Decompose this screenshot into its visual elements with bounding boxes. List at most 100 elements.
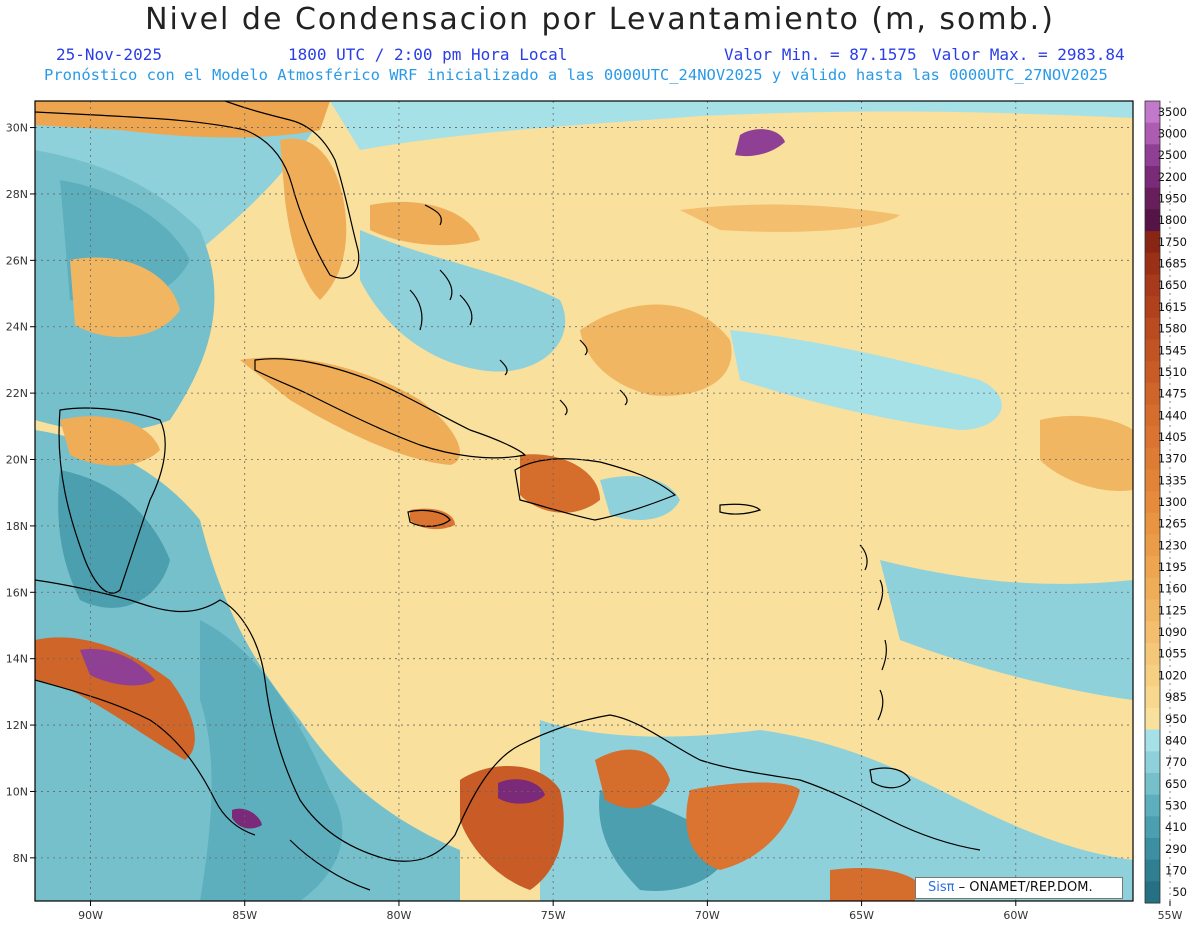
lat-label: 30N [6,122,28,135]
colorbar-label: 1545 [1158,343,1187,357]
colorbar-label: 1090 [1158,625,1187,639]
lat-label: 26N [6,254,28,267]
latitude-labels: 30N 28N 26N 24N 22N 20N 18N 16N 14N 12N 10N 8N [6,122,35,865]
colorbar-label: 985 [1165,690,1187,704]
colorbar-swatch [1145,361,1160,384]
colorbar-label: 530 [1165,798,1187,812]
lat-label: 22N [6,387,28,400]
lat-label: 24N [6,321,28,334]
colorbar-swatch [1145,274,1160,297]
colorbar-swatch [1145,859,1160,882]
colorbar-label: 1230 [1158,538,1187,552]
colorbar-label: 1020 [1158,668,1187,682]
colorbar-label: 2200 [1158,170,1187,184]
colorbar-label: 1750 [1158,235,1187,249]
colorbar-swatch [1145,447,1160,470]
colorbar-label: 170 [1165,863,1187,877]
colorbar-label: 1335 [1158,473,1187,487]
credit-org: – ONAMET/REP.DOM. [958,880,1093,895]
colorbar-label: 1615 [1158,300,1187,314]
colorbar-label: 3500 [1158,105,1187,119]
lon-label: 85W [232,909,257,922]
colorbar-swatch [1145,317,1160,340]
lon-label: 55W [1158,909,1183,922]
colorbar-swatch [1145,122,1160,145]
colorbar-label: 2500 [1158,148,1187,162]
colorbar-swatch [1145,512,1160,536]
colorbar-swatch [1145,837,1160,861]
colorbar-label: 50 [1172,885,1187,899]
lcl-field [35,101,1133,901]
colorbar-swatch [1145,296,1160,319]
colorbar-swatch [1145,816,1160,839]
colorbar-swatch [1145,707,1160,731]
colorbar-swatch [1145,534,1160,557]
colorbar-swatch [1145,751,1160,774]
lat-label: 20N [6,454,28,467]
colorbar-label: 1475 [1158,387,1187,401]
colorbar-label: 1650 [1158,278,1187,292]
colorbar-swatch [1145,101,1160,124]
colorbar-swatch [1145,772,1160,796]
lon-label: 75W [541,909,566,922]
colorbar-swatch [1145,577,1160,601]
colorbar-swatch [1145,794,1160,817]
lat-label: 14N [6,653,28,666]
colorbar-label: 1300 [1158,495,1187,509]
credit-box: Sisπ – ONAMET/REP.DOM. [915,877,1123,899]
colorbar-label: 650 [1165,777,1187,791]
colorbar-swatch [1145,686,1160,709]
colorbar-label: 1370 [1158,452,1187,466]
colorbar-swatch [1145,621,1160,644]
colorbar-swatch [1145,404,1160,427]
map-frame [34,100,1134,902]
colorbar-label: 1440 [1158,408,1187,422]
colorbar-label: 950 [1165,712,1187,726]
lat-label: 28N [6,188,28,201]
colorbar-swatch [1145,252,1160,275]
lon-label: 60W [1003,909,1028,922]
forecast-time: 1800 UTC / 2:00 pm Hora Local [288,45,568,64]
colorbar-swatch [1145,729,1160,752]
colorbar-swatch [1145,339,1160,362]
colorbar-swatch [1145,144,1160,167]
longitude-labels: 90W 85W 80W 75W 70W 65W 60W 55W [78,901,1183,922]
map-title: Nivel de Condensacion por Levantamiento … [145,2,1055,37]
colorbar-label: 1125 [1158,603,1187,617]
lat-label: 12N [6,719,28,732]
colorbar-label: 1055 [1158,647,1187,661]
lon-label: 90W [78,909,103,922]
lon-label: 70W [695,909,720,922]
colorbar-swatch [1145,231,1160,254]
lat-label: 18N [6,520,28,533]
colorbar-swatch [1145,469,1160,492]
colorbar-swatch [1145,556,1160,579]
lat-label: 10N [6,785,28,798]
colorbar-swatch [1145,881,1160,904]
min-value: Valor Min. = 87.1575 [724,45,917,64]
colorbar-swatch [1145,209,1160,232]
colorbar-label: 1160 [1158,582,1187,596]
colorbar-swatch [1145,491,1160,514]
colorbar-label: 290 [1165,842,1187,856]
colorbar-swatch [1145,166,1160,189]
lat-label: 16N [6,586,28,599]
colorbar-swatch [1145,664,1160,687]
model-validity: Pronóstico con el Modelo Atmosférico WRF… [44,66,1108,84]
lon-label: 80W [387,909,412,922]
credit-brand: Sisπ [928,880,955,895]
colorbar-label: 1265 [1158,517,1187,531]
colorbar-swatch [1145,382,1160,405]
colorbar: 3500 3000 2500 2200 1950 1800 1750 1685 1650 1615… [1144,100,1187,904]
colorbar-swatch [1145,599,1160,622]
graticule [35,101,1171,901]
colorbar-label: 1405 [1158,430,1187,444]
colorbar-swatch [1145,642,1160,666]
max-value: Valor Max. = 2983.84 [932,45,1125,64]
lat-label: 8N [13,852,28,865]
colorbar-label: 1195 [1158,560,1187,574]
colorbar-label: 1800 [1158,213,1187,227]
colorbar-label: 1950 [1158,192,1187,206]
colorbar-label: 3000 [1158,127,1187,141]
